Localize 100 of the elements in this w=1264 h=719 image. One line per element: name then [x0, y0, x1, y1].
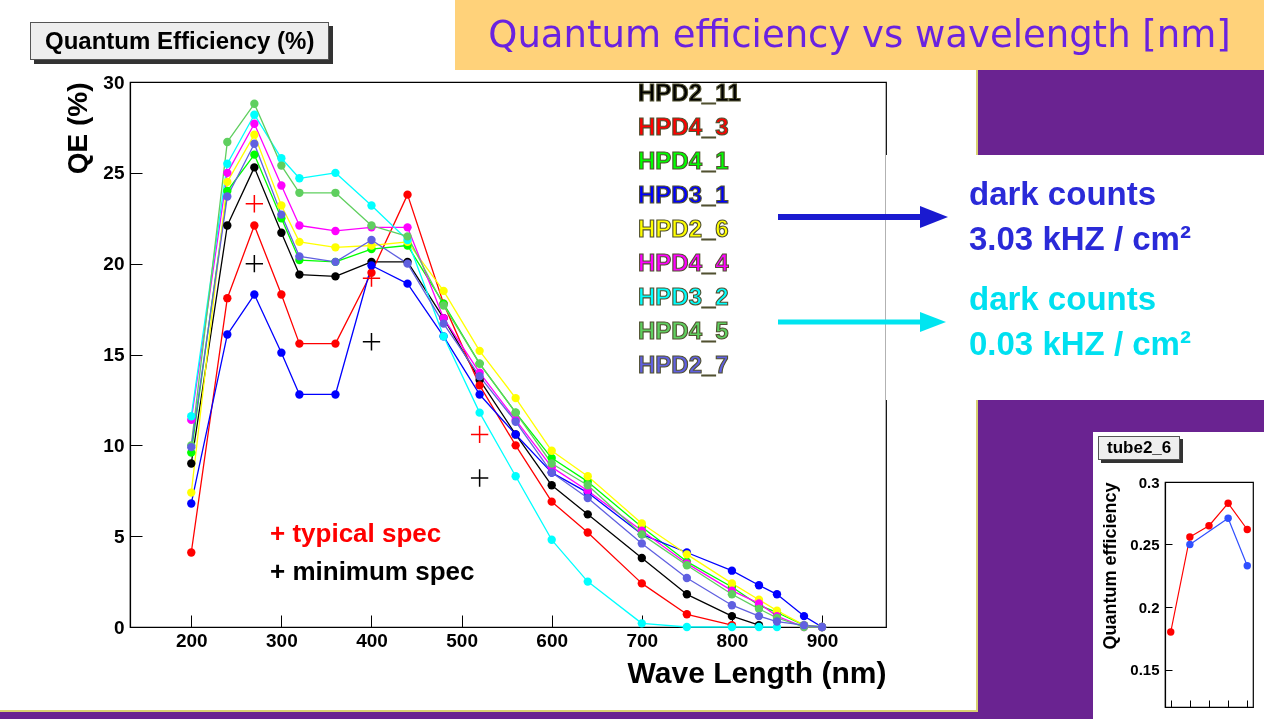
x-tick-label: 900 [806, 629, 839, 651]
point [250, 130, 259, 139]
y-tick-label: 20 [103, 253, 125, 275]
point [511, 472, 520, 481]
y-tick-label: 5 [113, 525, 125, 547]
point [1243, 562, 1251, 570]
y-tick-label: 30 [103, 71, 125, 93]
point [277, 228, 286, 237]
y-tick-label: 0.2 [1138, 598, 1160, 616]
x-tick-label: 800 [716, 629, 749, 651]
point [583, 493, 592, 503]
point [223, 137, 232, 147]
y-tick-label: 0 [113, 616, 125, 638]
point [754, 581, 764, 590]
point [772, 617, 782, 626]
point [250, 163, 259, 172]
point [475, 346, 484, 356]
point [511, 393, 520, 403]
point [331, 188, 340, 197]
point [223, 294, 232, 303]
point [637, 539, 646, 548]
y-axis-title: Quantum efficiency [1100, 482, 1121, 650]
point [475, 408, 484, 417]
chart-title: tube2_6 [1098, 436, 1181, 460]
chart-title: Quantum efficiency vs wavelength [nm] [455, 0, 1264, 70]
y-axis-title: QE (%) [62, 82, 94, 175]
point [277, 290, 286, 299]
point [250, 99, 259, 108]
point [223, 177, 232, 187]
point [1186, 533, 1194, 541]
point [223, 168, 232, 178]
point [277, 210, 286, 219]
point [362, 268, 381, 288]
point [475, 381, 484, 390]
point [470, 425, 490, 444]
point [367, 201, 376, 210]
point [637, 553, 646, 563]
point [583, 577, 592, 586]
x-tick-label: 500 [446, 629, 478, 651]
point [682, 610, 692, 619]
chart-subtitle: Quantum Efficiency (%) [30, 22, 330, 60]
point [727, 601, 737, 610]
text: HPD3_2 [638, 283, 729, 310]
text: HPD4_3 [638, 113, 729, 140]
text: HPD2_7 [638, 351, 729, 378]
point [250, 119, 259, 128]
y-tick-label: 0.15 [1130, 661, 1160, 678]
point [295, 237, 304, 247]
point [367, 235, 376, 245]
point [250, 139, 259, 148]
point [637, 579, 646, 588]
point [295, 270, 304, 279]
point [727, 590, 737, 599]
point [250, 110, 259, 119]
x-tick-label: 700 [626, 629, 659, 651]
point [277, 154, 286, 163]
point [799, 611, 809, 621]
x-tick-label: 200 [175, 629, 208, 651]
point [1205, 522, 1213, 530]
point [547, 481, 556, 490]
text: dark counts [969, 175, 1157, 213]
y-tick-label: 15 [103, 344, 125, 365]
x-axis-title: Wave Length (nm) [627, 655, 887, 689]
point [277, 181, 286, 190]
annotation: + typical spec [270, 518, 442, 549]
point [403, 232, 412, 241]
point [250, 290, 259, 299]
point [583, 481, 592, 490]
point [754, 611, 764, 621]
point [295, 221, 304, 230]
point [475, 372, 484, 381]
point [187, 488, 196, 497]
point [295, 188, 304, 197]
point [403, 190, 412, 199]
point [470, 468, 490, 488]
point [1224, 499, 1232, 507]
point [223, 221, 232, 230]
text: 3.03 kHZ / cm² [969, 220, 1191, 258]
point [250, 221, 259, 230]
point [223, 192, 232, 201]
point [727, 566, 737, 575]
point [583, 528, 592, 537]
text: HPD3_1 [638, 181, 729, 208]
x-tick-label: 300 [266, 629, 298, 651]
point [187, 459, 196, 468]
point [547, 446, 556, 455]
point [331, 226, 340, 236]
point [1224, 514, 1232, 522]
point [439, 286, 448, 296]
point [295, 390, 304, 399]
point [637, 519, 646, 528]
point [583, 510, 592, 519]
point [331, 339, 340, 348]
point [511, 441, 520, 450]
point [223, 330, 232, 339]
text: HPD4_5 [638, 317, 729, 344]
point [403, 279, 412, 288]
point [277, 201, 286, 210]
point [367, 261, 376, 270]
annotation: + minimum spec [270, 556, 475, 587]
